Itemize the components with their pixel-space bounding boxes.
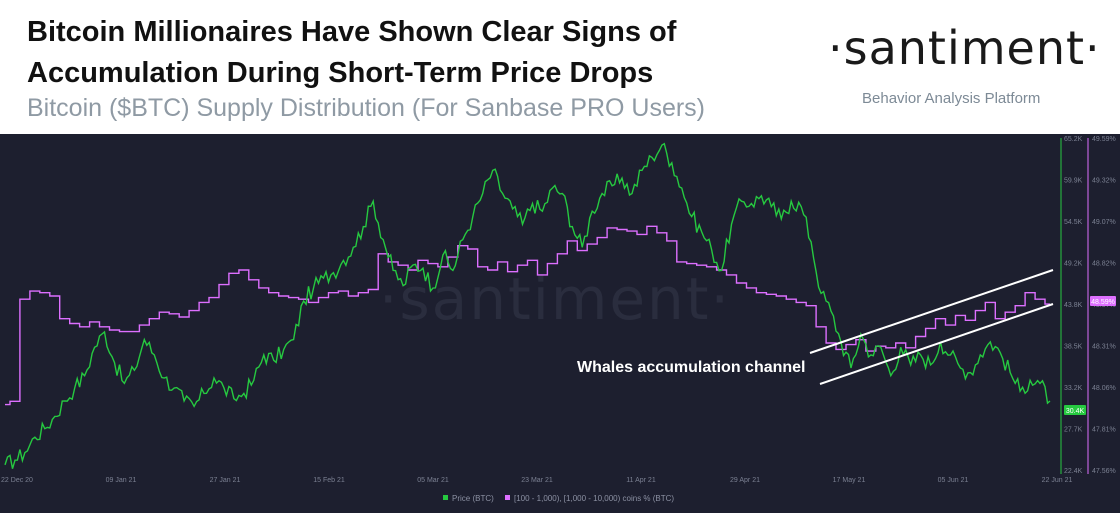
x-tick-label: 29 Apr 21 bbox=[730, 477, 760, 484]
price-series-line bbox=[4, 142, 1051, 469]
price-tick-label: 33.2K bbox=[1064, 385, 1083, 392]
supply-badge-label: 48.59% bbox=[1091, 299, 1115, 306]
brand-tagline: Behavior Analysis Platform bbox=[862, 90, 1041, 107]
page-title: Bitcoin Millionaires Have Shown Clear Si… bbox=[27, 16, 677, 89]
x-tick-label: 05 Jun 21 bbox=[938, 477, 969, 484]
chart-legend: Price (BTC) [100 - 1,000), [1,000 - 10,0… bbox=[443, 494, 674, 503]
page-subtitle: Bitcoin ($BTC) Supply Distribution (For … bbox=[27, 94, 706, 122]
price-tick-label: 59.9K bbox=[1064, 178, 1083, 185]
price-tick-label: 43.8K bbox=[1064, 302, 1083, 309]
price-tick-label: 38.5K bbox=[1064, 344, 1083, 351]
chart-watermark: ·santiment· bbox=[379, 265, 731, 333]
price-value-badge: 30.4K bbox=[1064, 405, 1086, 415]
x-axis: 22 Dec 20 09 Jan 21 27 Jan 21 15 Feb 21 05 M… bbox=[1, 477, 1072, 484]
price-badge-label: 30.4K bbox=[1066, 408, 1085, 415]
legend-swatch-supply bbox=[505, 495, 510, 500]
santiment-logo: ·santiment· bbox=[828, 21, 1101, 75]
supply-value-badge: 48.59% bbox=[1090, 296, 1116, 306]
x-tick-label: 09 Jan 21 bbox=[106, 477, 137, 484]
supply-tick-label: 49.07% bbox=[1092, 219, 1116, 226]
header: Bitcoin Millionaires Have Shown Clear Si… bbox=[0, 0, 1120, 134]
price-tick-label: 49.2K bbox=[1064, 261, 1083, 268]
x-tick-label: 27 Jan 21 bbox=[210, 477, 241, 484]
x-tick-label: 11 Apr 21 bbox=[626, 477, 656, 484]
x-tick-label: 22 Dec 20 bbox=[1, 477, 33, 484]
x-tick-label: 17 May 21 bbox=[833, 477, 866, 484]
supply-tick-label: 49.32% bbox=[1092, 178, 1116, 185]
price-tick-label: 54.5K bbox=[1064, 219, 1083, 226]
x-tick-label: 05 Mar 21 bbox=[417, 477, 449, 484]
supply-tick-label: 47.81% bbox=[1092, 427, 1116, 434]
channel-annotation: Whales accumulation channel bbox=[577, 359, 806, 376]
supply-tick-label: 48.31% bbox=[1092, 344, 1116, 351]
price-axis: 65.2K 59.9K 54.5K 49.2K 43.8K 38.5K 33.2K 27.7K… bbox=[1064, 136, 1083, 475]
x-tick-label: 22 Jun 21 bbox=[1042, 477, 1073, 484]
chart-svg: ·santiment· 22 Dec 20 09 Jan 21 27 Jan 21 1… bbox=[1, 136, 1116, 503]
chart-area: ·santiment· 22 Dec 20 09 Jan 21 27 Jan 21 1… bbox=[0, 134, 1120, 513]
supply-tick-label: 47.56% bbox=[1092, 468, 1116, 475]
x-tick-label: 23 Mar 21 bbox=[521, 477, 553, 484]
price-tick-label: 27.7K bbox=[1064, 427, 1083, 434]
price-tick-label: 65.2K bbox=[1064, 136, 1083, 143]
legend-label-supply: [100 - 1,000), [1,000 - 10,000) coins % … bbox=[514, 494, 674, 503]
x-tick-label: 15 Feb 21 bbox=[313, 477, 345, 484]
channel-lower-line bbox=[819, 303, 1054, 385]
legend-label-price: Price (BTC) bbox=[452, 494, 494, 503]
supply-tick-label: 49.59% bbox=[1092, 136, 1116, 143]
legend-swatch-price bbox=[443, 495, 448, 500]
supply-tick-label: 48.82% bbox=[1092, 261, 1116, 268]
price-tick-label: 22.4K bbox=[1064, 468, 1083, 475]
channel-upper-line bbox=[809, 269, 1054, 354]
supply-tick-label: 48.06% bbox=[1092, 385, 1116, 392]
